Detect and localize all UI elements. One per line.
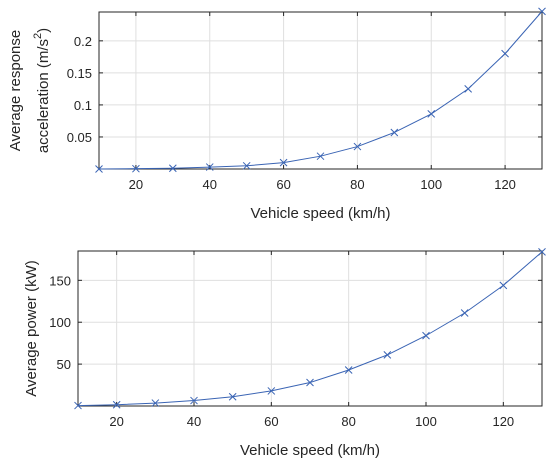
x-tick-label: 100 [415, 414, 437, 429]
x-tick-label: 60 [276, 177, 290, 192]
y-axis-label: Average power (kW) [23, 260, 40, 396]
y-axis-label-text: Average response [7, 30, 24, 151]
data-point [306, 378, 314, 387]
x-tick-label: 80 [350, 177, 364, 192]
chart-top-acceleration: 20 40 60 80 100 120 0.05 0.1 0.15 0.2 Vehicle spee… [7, 7, 546, 222]
y-tick-label: 0.1 [74, 98, 92, 113]
data-point [168, 164, 177, 173]
data-point [460, 309, 469, 317]
series-line [98, 11, 543, 170]
x-axis-label: Vehicle speed (km/h) [240, 442, 380, 459]
y-tick-label: 0.2 [74, 34, 92, 49]
y-tick-label: 150 [49, 273, 71, 288]
data-point [267, 387, 276, 395]
data-point [279, 158, 288, 167]
data-point [74, 401, 82, 410]
x-tick-label: 100 [420, 177, 442, 192]
y-axis-label: Average response [7, 30, 24, 151]
data-point [383, 351, 392, 359]
data-point [390, 128, 399, 137]
y-axis-label-text: acceleration (m/s [35, 39, 52, 153]
data-point [499, 281, 508, 290]
x-tick-label: 40 [203, 177, 217, 192]
data-point [95, 165, 103, 173]
data-point [501, 49, 509, 58]
x-tick-label: 40 [187, 414, 201, 429]
y-tick-label: 100 [49, 315, 71, 330]
chart-bottom-power: 20 40 60 80 100 120 50 100 150 Vehicle speed (km/… [23, 247, 546, 459]
y-axis-label-close: ) [35, 28, 52, 33]
y-tick-label: 0.15 [67, 66, 92, 81]
data-point [205, 163, 214, 171]
data-point [228, 392, 237, 401]
x-tick-label: 20 [129, 177, 143, 192]
x-axis-label: Vehicle speed (km/h) [250, 205, 390, 222]
data-point [464, 85, 473, 93]
data-point [422, 331, 430, 340]
x-tick-label: 20 [109, 414, 123, 429]
data-point [427, 110, 436, 118]
x-tick-label: 80 [341, 414, 355, 429]
data-point [538, 7, 546, 16]
y-tick-label: 50 [57, 357, 71, 372]
data-point [344, 366, 353, 374]
x-tick-label: 60 [264, 414, 278, 429]
data-point [151, 399, 160, 407]
y-axis-label: acceleration (m/s2) [32, 28, 52, 153]
y-axis-label-text: Average power (kW) [23, 260, 40, 396]
axes-box [77, 250, 543, 407]
data-point [112, 400, 121, 409]
y-axis-label-superscript: 2 [32, 33, 44, 39]
data-point [132, 164, 140, 173]
axes-box [98, 11, 543, 170]
y-tick-label: 0.05 [67, 130, 92, 145]
data-point [353, 142, 362, 151]
data-point [190, 396, 198, 405]
x-tick-label: 120 [494, 177, 516, 192]
x-tick-label: 120 [492, 414, 514, 429]
data-point [242, 161, 251, 170]
data-point [316, 152, 325, 161]
data-point [538, 247, 546, 256]
